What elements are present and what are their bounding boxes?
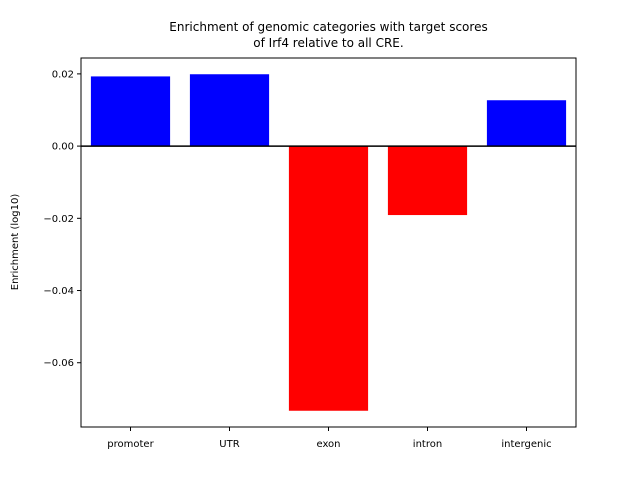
y-tick-label: 0.02: [52, 69, 74, 80]
x-tick-label-UTR: UTR: [219, 439, 239, 450]
chart-title-line-2: of Irf4 relative to all CRE.: [253, 36, 403, 50]
axes-layer: 0.02 0.00 −0.02 −0.04 −0.06 promoter UTR exon in…: [43, 57, 577, 450]
y-tick-label: −0.04: [43, 286, 74, 297]
bar-exon: [288, 146, 369, 411]
bar-intergenic: [486, 100, 567, 147]
y-tick-label: 0.00: [52, 142, 74, 153]
x-tick-label-intergenic: intergenic: [501, 439, 551, 450]
bar-intron: [387, 146, 468, 216]
y-tick-label: −0.06: [43, 358, 74, 369]
y-axis-label: Enrichment (log10): [10, 194, 21, 291]
x-tick-label-exon: exon: [316, 439, 340, 450]
chart-title-line-1: Enrichment of genomic categories with ta…: [169, 20, 487, 34]
x-tick-label-intron: intron: [413, 439, 442, 450]
bar-promoter: [90, 76, 171, 147]
bars-layer: [90, 74, 567, 411]
bar-UTR: [189, 74, 270, 147]
x-tick-label-promoter: promoter: [107, 439, 154, 450]
y-tick-label: −0.02: [43, 214, 74, 225]
